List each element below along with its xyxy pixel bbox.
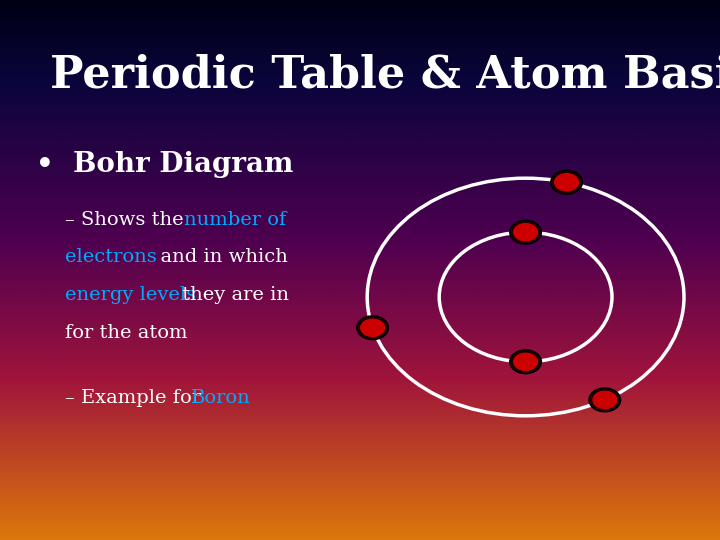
Text: for the atom: for the atom [65,324,187,342]
Circle shape [510,220,541,244]
Text: and in which: and in which [148,248,287,266]
Circle shape [592,390,618,410]
Circle shape [510,350,541,374]
Text: – Shows the: – Shows the [65,211,189,228]
Circle shape [554,172,580,192]
Text: energy levels: energy levels [65,286,196,304]
Circle shape [551,170,582,194]
Circle shape [513,222,539,242]
Circle shape [356,316,388,340]
Text: electrons: electrons [65,248,156,266]
Text: •  Bohr Diagram: • Bohr Diagram [36,151,293,178]
Circle shape [513,352,539,372]
Text: Boron: Boron [191,389,251,407]
Text: – Example for: – Example for [65,389,207,407]
Text: they are in: they are in [176,286,289,304]
Text: number of: number of [184,211,286,228]
Text: Periodic Table & Atom Basics: Periodic Table & Atom Basics [50,54,720,97]
Circle shape [589,388,621,412]
Circle shape [359,318,385,338]
